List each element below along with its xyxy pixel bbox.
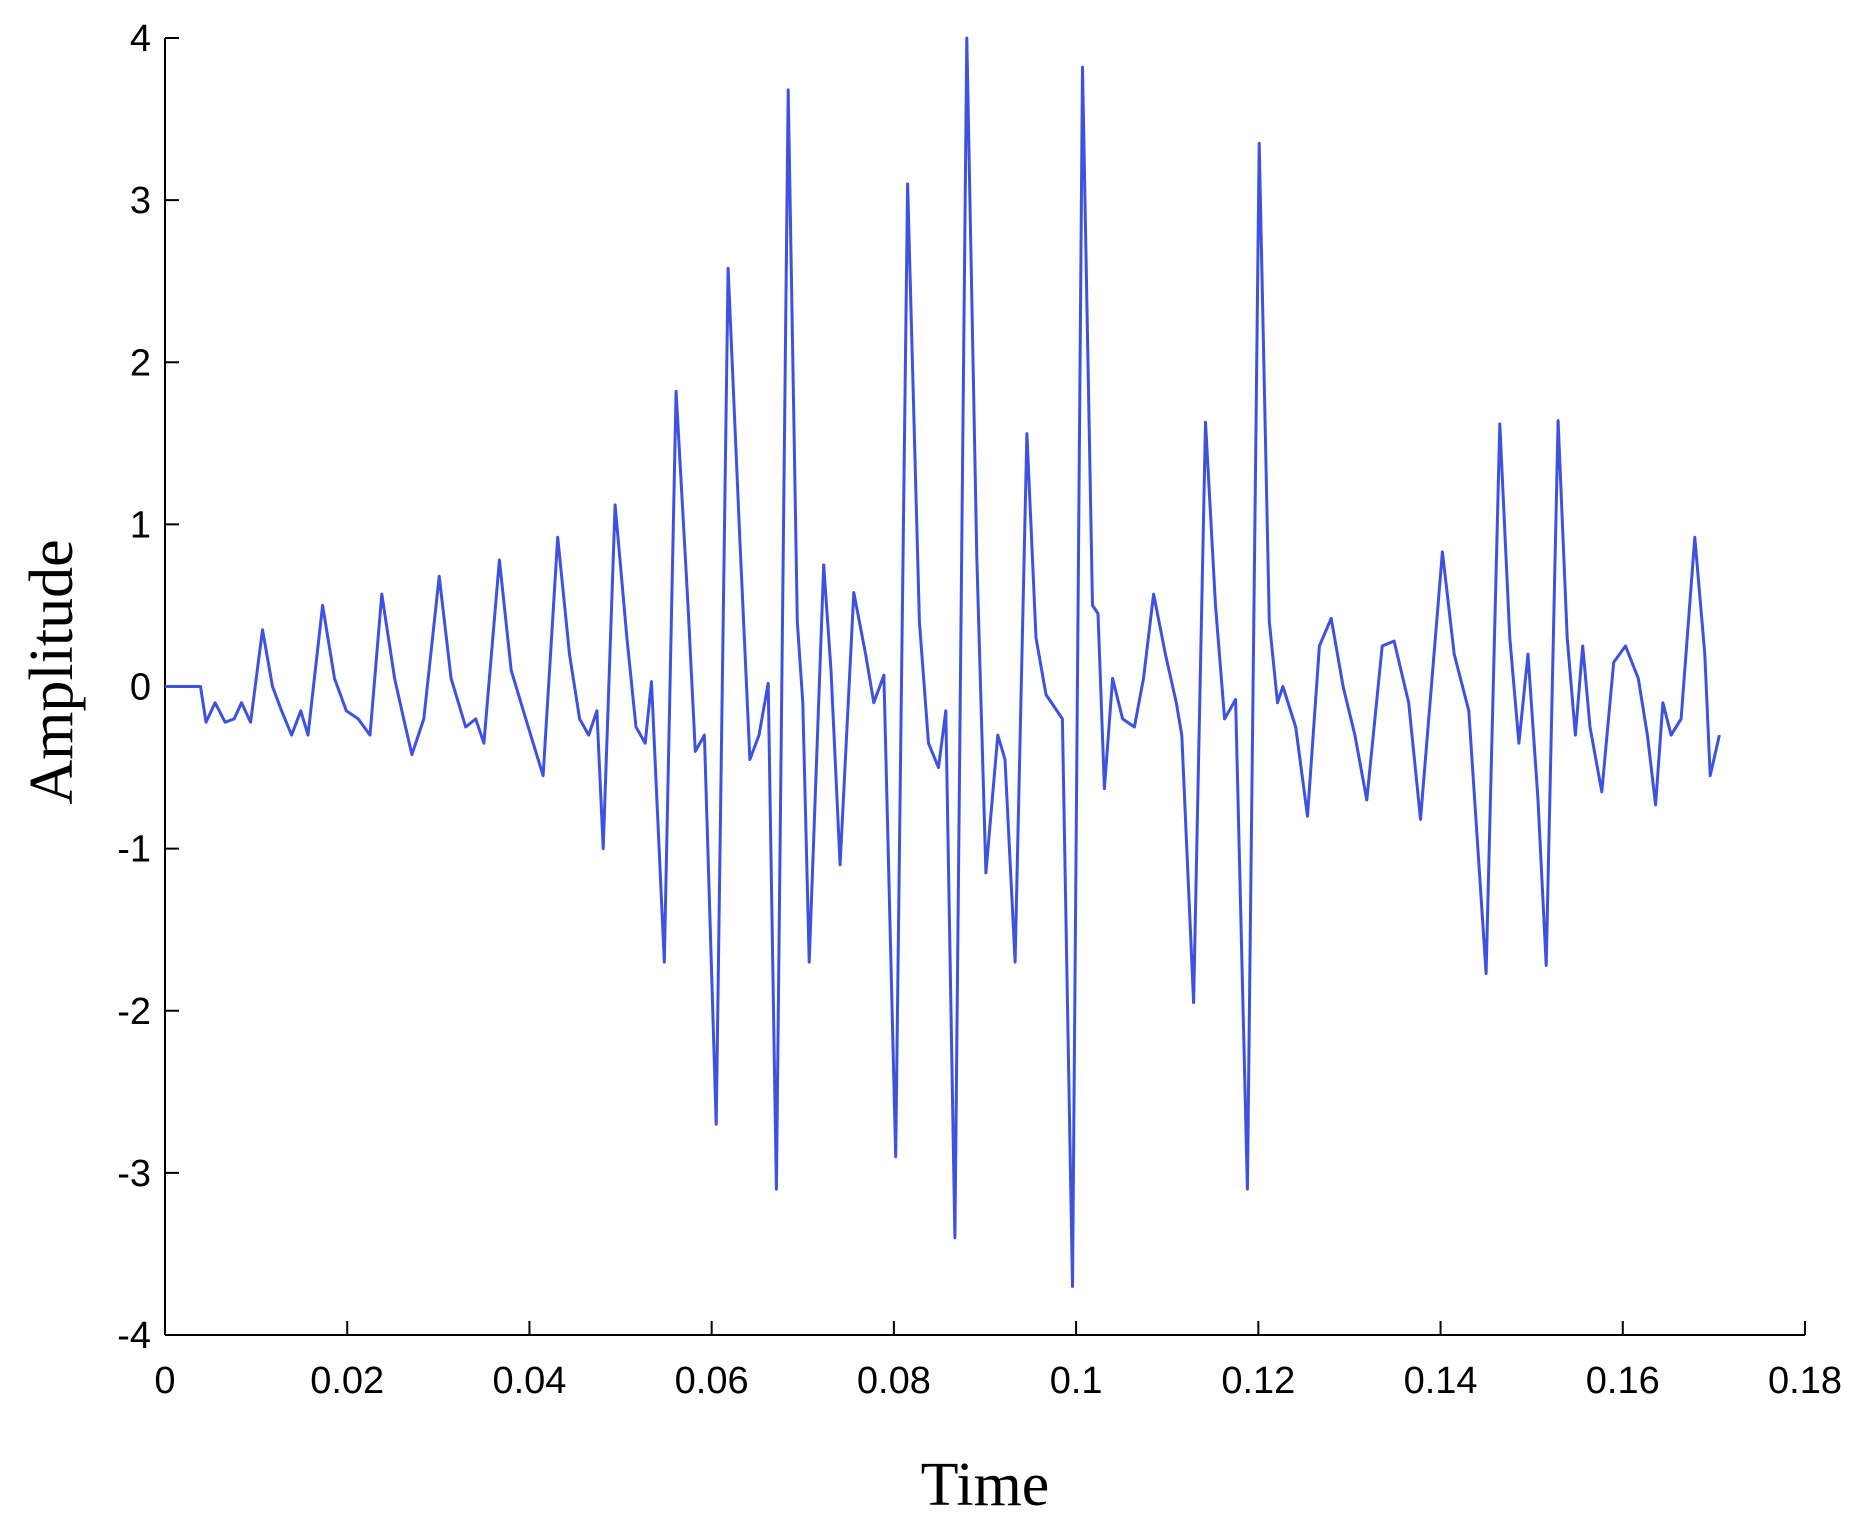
x-tick-label: 0.04: [492, 1360, 566, 1402]
data-line: [165, 36, 1721, 1288]
y-tick-label: -4: [117, 1315, 151, 1357]
y-tick-label: 1: [130, 504, 151, 546]
y-tick-label: 0: [130, 667, 151, 709]
x-axis-label: Time: [921, 1451, 1050, 1519]
y-tick-label: 2: [130, 342, 151, 384]
x-tick-label: 0.12: [1221, 1360, 1295, 1402]
y-axis-label: Amplitude: [18, 539, 86, 804]
y-tick-label: 3: [130, 180, 151, 222]
x-tick-label: 0.06: [675, 1360, 749, 1402]
x-tick-label: 0.1: [1050, 1360, 1103, 1402]
y-tick-label: -3: [117, 1153, 151, 1195]
y-tick-label: 4: [130, 18, 151, 60]
y-tick-label: -2: [117, 991, 151, 1033]
y-tick-label: -1: [117, 829, 151, 871]
x-tick-label: 0.16: [1586, 1360, 1660, 1402]
x-tick-label: 0.14: [1404, 1360, 1478, 1402]
x-tick-label: 0: [154, 1360, 175, 1402]
x-tick-label: 0.08: [857, 1360, 931, 1402]
x-tick-label: 0.02: [310, 1360, 384, 1402]
x-tick-label: 0.18: [1768, 1360, 1842, 1402]
